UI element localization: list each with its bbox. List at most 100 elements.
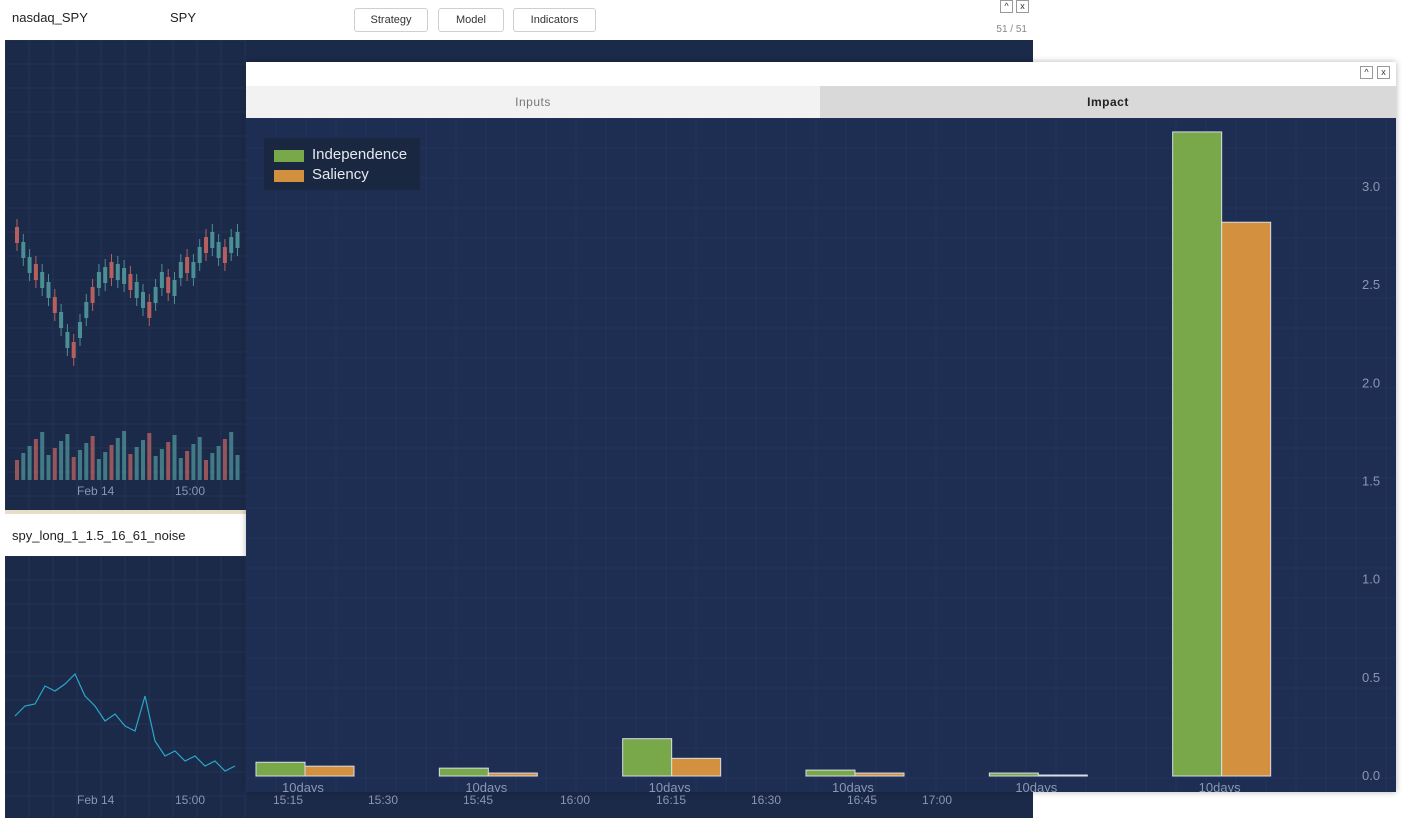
- volume-bar: [109, 445, 114, 480]
- collapse-icon[interactable]: ^: [1000, 0, 1013, 13]
- close-icon[interactable]: x: [1016, 0, 1029, 13]
- volume-bar: [147, 433, 152, 480]
- x-tick-label: action: [1199, 791, 1234, 792]
- volume-bar: [141, 440, 145, 480]
- candle-body: [166, 277, 171, 293]
- bar-saliency: [1221, 221, 1272, 777]
- y-tick-label: 1.5: [1362, 473, 1380, 488]
- volume-bar: [229, 432, 234, 480]
- y-tick-label: 3.0: [1362, 179, 1380, 194]
- volume-bar: [115, 438, 120, 480]
- candle-body: [59, 312, 64, 328]
- candle-body: [147, 302, 152, 318]
- time-axis-label: 15:30: [368, 793, 399, 807]
- y-tick-label: 0.0: [1362, 768, 1380, 783]
- bar-independence: [255, 761, 306, 777]
- volume-bar: [59, 441, 64, 480]
- bar-independence: [988, 772, 1039, 777]
- volume-bar: [197, 437, 202, 480]
- volume-bar: [210, 453, 215, 480]
- impact-bar-chart: 10daysactionA10daysactionB10daysactionC1…: [246, 118, 1396, 792]
- bar-saliency: [1037, 774, 1088, 777]
- x-tick-label: action: [465, 791, 500, 792]
- panel-divider[interactable]: [5, 510, 246, 514]
- modal-collapse-icon[interactable]: ^: [1360, 66, 1373, 79]
- candle-body: [71, 342, 76, 358]
- candle-body: [15, 227, 19, 243]
- volume-bar: [153, 456, 158, 480]
- time-axis-label: 15:00: [175, 793, 206, 807]
- price-x-label: Feb 14: [77, 484, 115, 498]
- x-tick-label: action: [649, 791, 684, 792]
- time-axis-label: 17:00: [922, 793, 953, 807]
- volume-bar: [191, 444, 196, 480]
- time-axis-label: 16:15: [656, 793, 687, 807]
- candle-body: [78, 322, 82, 338]
- bar-independence: [622, 738, 673, 777]
- candle-body: [40, 272, 45, 288]
- candlestick-chart: [4, 39, 246, 510]
- candle-body: [84, 302, 89, 318]
- price-x-label: 15:00: [175, 484, 206, 498]
- model-button[interactable]: Model: [438, 8, 504, 32]
- candle-body: [229, 237, 234, 253]
- time-axis-label: 16:00: [560, 793, 591, 807]
- volume-bar: [159, 449, 164, 480]
- volume-bar: [103, 452, 108, 480]
- candle-body: [185, 257, 190, 273]
- x-tick-label: 10days: [1015, 780, 1057, 792]
- candle-body: [222, 247, 227, 263]
- candle-body: [27, 257, 32, 273]
- strategy-button[interactable]: Strategy: [354, 8, 428, 32]
- legend-swatch-independence: [274, 150, 304, 162]
- modal-close-icon[interactable]: x: [1377, 66, 1390, 79]
- candle-body: [141, 292, 145, 308]
- volume-bar: [65, 434, 70, 480]
- bar-saliency: [854, 772, 905, 777]
- candle-body: [21, 242, 26, 258]
- impact-chart[interactable]: 10daysactionA10daysactionB10daysactionC1…: [246, 118, 1396, 792]
- volume-bar: [178, 458, 183, 480]
- volume-bar: [185, 451, 190, 480]
- volume-bar: [90, 436, 95, 480]
- candle-body: [235, 232, 240, 248]
- candle-body: [159, 272, 164, 288]
- bar-saliency: [304, 765, 355, 777]
- x-tick-label: action: [282, 791, 317, 792]
- x-tick-label: 10days: [832, 780, 874, 792]
- bar-independence: [805, 769, 856, 777]
- tab-inputs[interactable]: Inputs: [246, 86, 820, 118]
- volume-bar: [84, 443, 89, 480]
- time-axis-label: 15:45: [463, 793, 494, 807]
- tab-impact[interactable]: Impact: [820, 86, 1396, 118]
- candle-body: [134, 282, 139, 298]
- x-tick-label: 10days: [282, 780, 324, 792]
- x-tick-label: 10days: [649, 780, 691, 792]
- volume-bar: [78, 450, 82, 480]
- candle-body: [33, 264, 38, 280]
- chart-legend: Independence Saliency: [264, 138, 420, 190]
- bar-independence: [1172, 131, 1223, 777]
- candle-body: [191, 262, 196, 278]
- legend-swatch-saliency: [274, 170, 304, 182]
- candle-body: [46, 282, 51, 298]
- y-tick-label: 0.5: [1362, 670, 1380, 685]
- volume-bar: [27, 446, 32, 480]
- volume-bar: [216, 446, 221, 480]
- x-tick-label: 10days: [465, 780, 507, 792]
- candle-body: [216, 242, 221, 258]
- legend-label: Saliency: [312, 166, 369, 183]
- candle-body: [128, 274, 133, 290]
- time-axis-label: Feb 14: [77, 793, 115, 807]
- volume-bar: [96, 459, 101, 480]
- y-tick-label: 2.5: [1362, 277, 1380, 292]
- y-tick-label: 2.0: [1362, 375, 1380, 390]
- bar-saliency: [487, 772, 538, 777]
- candle-body: [103, 267, 108, 283]
- candle-body: [122, 268, 127, 284]
- volume-bar: [52, 448, 57, 480]
- indicators-button[interactable]: Indicators: [513, 8, 596, 32]
- candle-body: [172, 280, 177, 296]
- candle-body: [210, 232, 215, 248]
- volume-bar: [40, 432, 45, 480]
